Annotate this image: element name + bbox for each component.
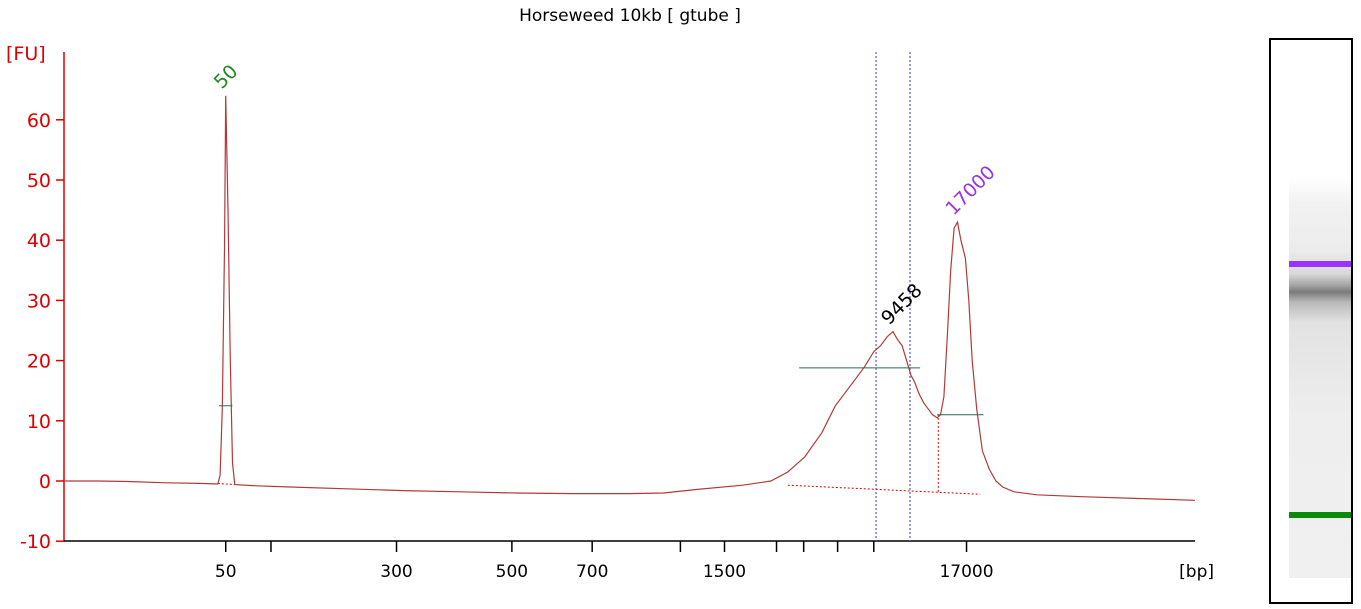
y-tick-label: 40 — [27, 230, 51, 252]
upper-marker-band — [1289, 261, 1351, 268]
y-tick-label: 20 — [27, 351, 51, 373]
peak-baseline — [217, 482, 235, 486]
x-tick-label: 700 — [576, 562, 608, 582]
peak-label: 17000 — [941, 161, 999, 219]
electropherogram-chart: -10 0 10 20 30 40 50 60 [FU] 50 300 500 700 1500 17000… — [6, 43, 1214, 582]
peak-label: 50 — [210, 61, 243, 94]
x-tick-label: 500 — [496, 562, 528, 582]
y-tick-label: 30 — [27, 290, 51, 312]
y-tick-label: 60 — [27, 110, 51, 132]
lower-marker-band — [1289, 511, 1351, 518]
x-tick-label: 300 — [380, 562, 412, 582]
chart-title: Horseweed 10kb [ gtube ] — [519, 6, 741, 26]
x-tick-label: 17000 — [939, 562, 993, 582]
x-tick-label: 50 — [215, 562, 237, 582]
electropherogram-trace — [64, 95, 1196, 501]
y-tick-label: 50 — [27, 170, 51, 192]
gel-lane-smear — [1289, 178, 1351, 578]
gel-image — [1269, 38, 1353, 604]
x-unit-label: [bp] — [1179, 562, 1214, 582]
y-tick-label: -10 — [20, 531, 51, 553]
y-tick-label: 0 — [39, 471, 51, 493]
y-unit-label: [FU] — [6, 43, 46, 65]
x-tick-label: 1500 — [703, 562, 746, 582]
peak-baseline — [787, 484, 981, 495]
peak-label: 9458 — [877, 279, 927, 329]
y-tick-label: 10 — [27, 411, 51, 433]
